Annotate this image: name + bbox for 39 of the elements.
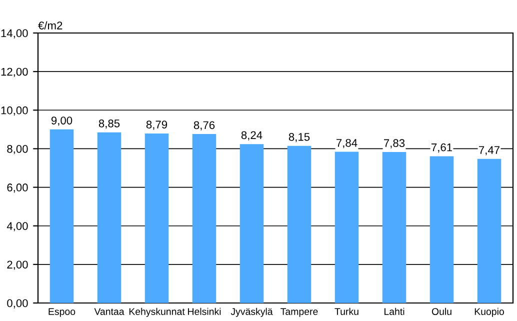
x-tick-label: Lahti: [384, 308, 404, 315]
x-tick-label: Vantaa: [94, 308, 124, 315]
bar: [192, 134, 216, 303]
x-tick-label: Helsinki: [188, 308, 221, 315]
y-tick-label: 0,00: [7, 299, 28, 308]
x-tick-label: Oulu: [432, 308, 452, 315]
y-tick-label: 6,00: [7, 184, 28, 193]
y-tick-label: 2,00: [7, 260, 28, 270]
x-tick-label: Kehyskunnat: [129, 308, 185, 317]
y-axis-title: €/m2: [38, 21, 62, 30]
bar: [240, 144, 264, 303]
x-tick-label: Jyväskylä: [230, 308, 273, 317]
data-label: 8,15: [288, 132, 310, 142]
bar: [334, 152, 359, 303]
data-label: 8,76: [194, 121, 215, 130]
data-label: 9,00: [51, 116, 72, 126]
bar: [144, 133, 169, 303]
y-tick-label: 10,00: [1, 106, 28, 116]
y-tick-label: 8,00: [7, 144, 28, 154]
bar: [50, 129, 74, 303]
x-tick-label: Kuopio: [474, 308, 504, 317]
x-tick-label: Tampere: [280, 308, 318, 317]
data-label: 7,84: [336, 138, 358, 148]
y-tick-label: 4,00: [6, 222, 28, 232]
bar: [477, 158, 502, 303]
bar: [382, 152, 406, 303]
bar: [287, 146, 312, 303]
data-label: 7,47: [479, 146, 500, 156]
data-label: 8,79: [146, 120, 168, 130]
data-label: 7,61: [432, 143, 452, 153]
y-tick-label: 12,00: [1, 68, 28, 78]
y-tick-label: 14,00: [1, 29, 28, 38]
x-tick-label: Turku: [334, 308, 358, 315]
data-label: 8,85: [98, 119, 120, 129]
data-label: 8,24: [241, 131, 262, 140]
bar: [97, 132, 122, 303]
x-tick-label: Espoo: [48, 308, 76, 317]
bar: [430, 156, 454, 303]
data-label: 7,83: [384, 139, 405, 148]
